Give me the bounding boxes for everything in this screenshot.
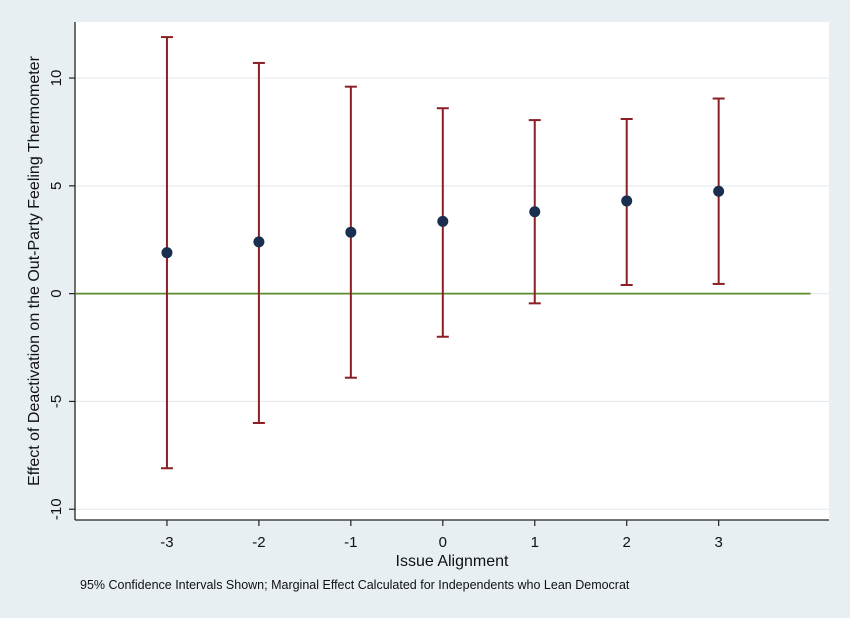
data-point [161,247,173,259]
x-tick-label: 1 [531,534,539,551]
x-tick-label: 0 [439,534,447,551]
x-tick-label: -1 [344,534,357,551]
y-tick-label: 5 [48,182,65,190]
y-tick-label: -5 [48,395,65,408]
y-axis-label: Effect of Deactivation on the Out-Party … [26,56,43,486]
x-tick-label: 3 [714,534,722,551]
y-tick-label: 0 [48,289,65,297]
plot-background [75,22,829,520]
x-tick-label: -2 [252,534,265,551]
x-tick-label: 2 [623,534,631,551]
data-point [529,206,541,218]
data-point [713,185,725,197]
y-tick-label: 10 [48,70,65,87]
data-point [621,195,633,207]
x-tick-label: -3 [160,534,173,551]
axes [69,22,829,526]
chart-note: 95% Confidence Intervals Shown; Marginal… [80,578,630,592]
data-point [345,226,357,238]
data-point [437,215,449,227]
data-point [253,236,265,248]
y-tick-label: -10 [48,498,65,520]
data-points [161,185,725,259]
x-axis-label: Issue Alignment [395,553,509,570]
